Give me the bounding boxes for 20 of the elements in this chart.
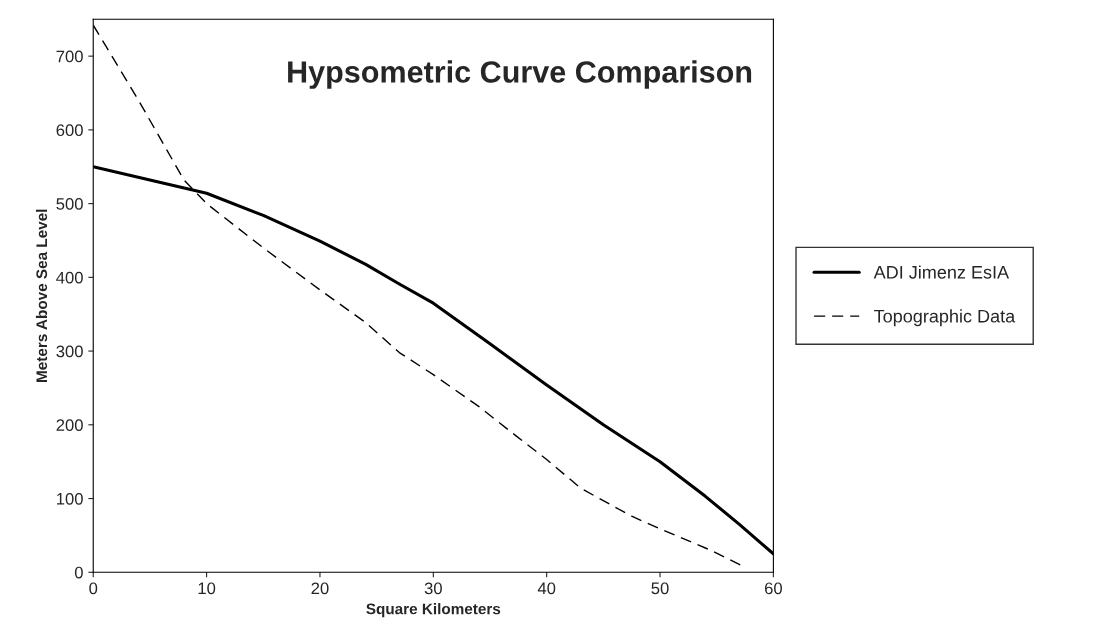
y-tick-label: 400	[56, 271, 83, 284]
y-tick-label: 500	[56, 198, 83, 210]
y-axis-title: Meters Above Sea Level	[35, 209, 48, 382]
x-tick-label: 40	[537, 582, 556, 595]
y-tick-label: 700	[56, 50, 83, 63]
y-tick-label: 300	[56, 345, 83, 358]
y-tick-label: 100	[56, 492, 83, 505]
x-tick-label: 0	[89, 582, 98, 595]
x-tick-label: 20	[311, 582, 329, 595]
x-tick-label: 30	[424, 582, 442, 595]
y-tick-label: 200	[56, 419, 83, 432]
x-axis-title: Square Kilometers	[366, 603, 501, 618]
legend-label: ADI Jimenz EsIA	[873, 265, 1010, 279]
x-tick-label: 10	[198, 582, 216, 595]
legend-label: Topographic Data	[874, 309, 1016, 327]
x-tick-label: 60	[764, 582, 782, 595]
x-tick-label: 50	[651, 582, 669, 595]
y-tick-label: 600	[56, 124, 83, 137]
y-tick-label: 0	[74, 566, 83, 579]
text: Hypsometric Curve Comparison	[288, 60, 752, 89]
